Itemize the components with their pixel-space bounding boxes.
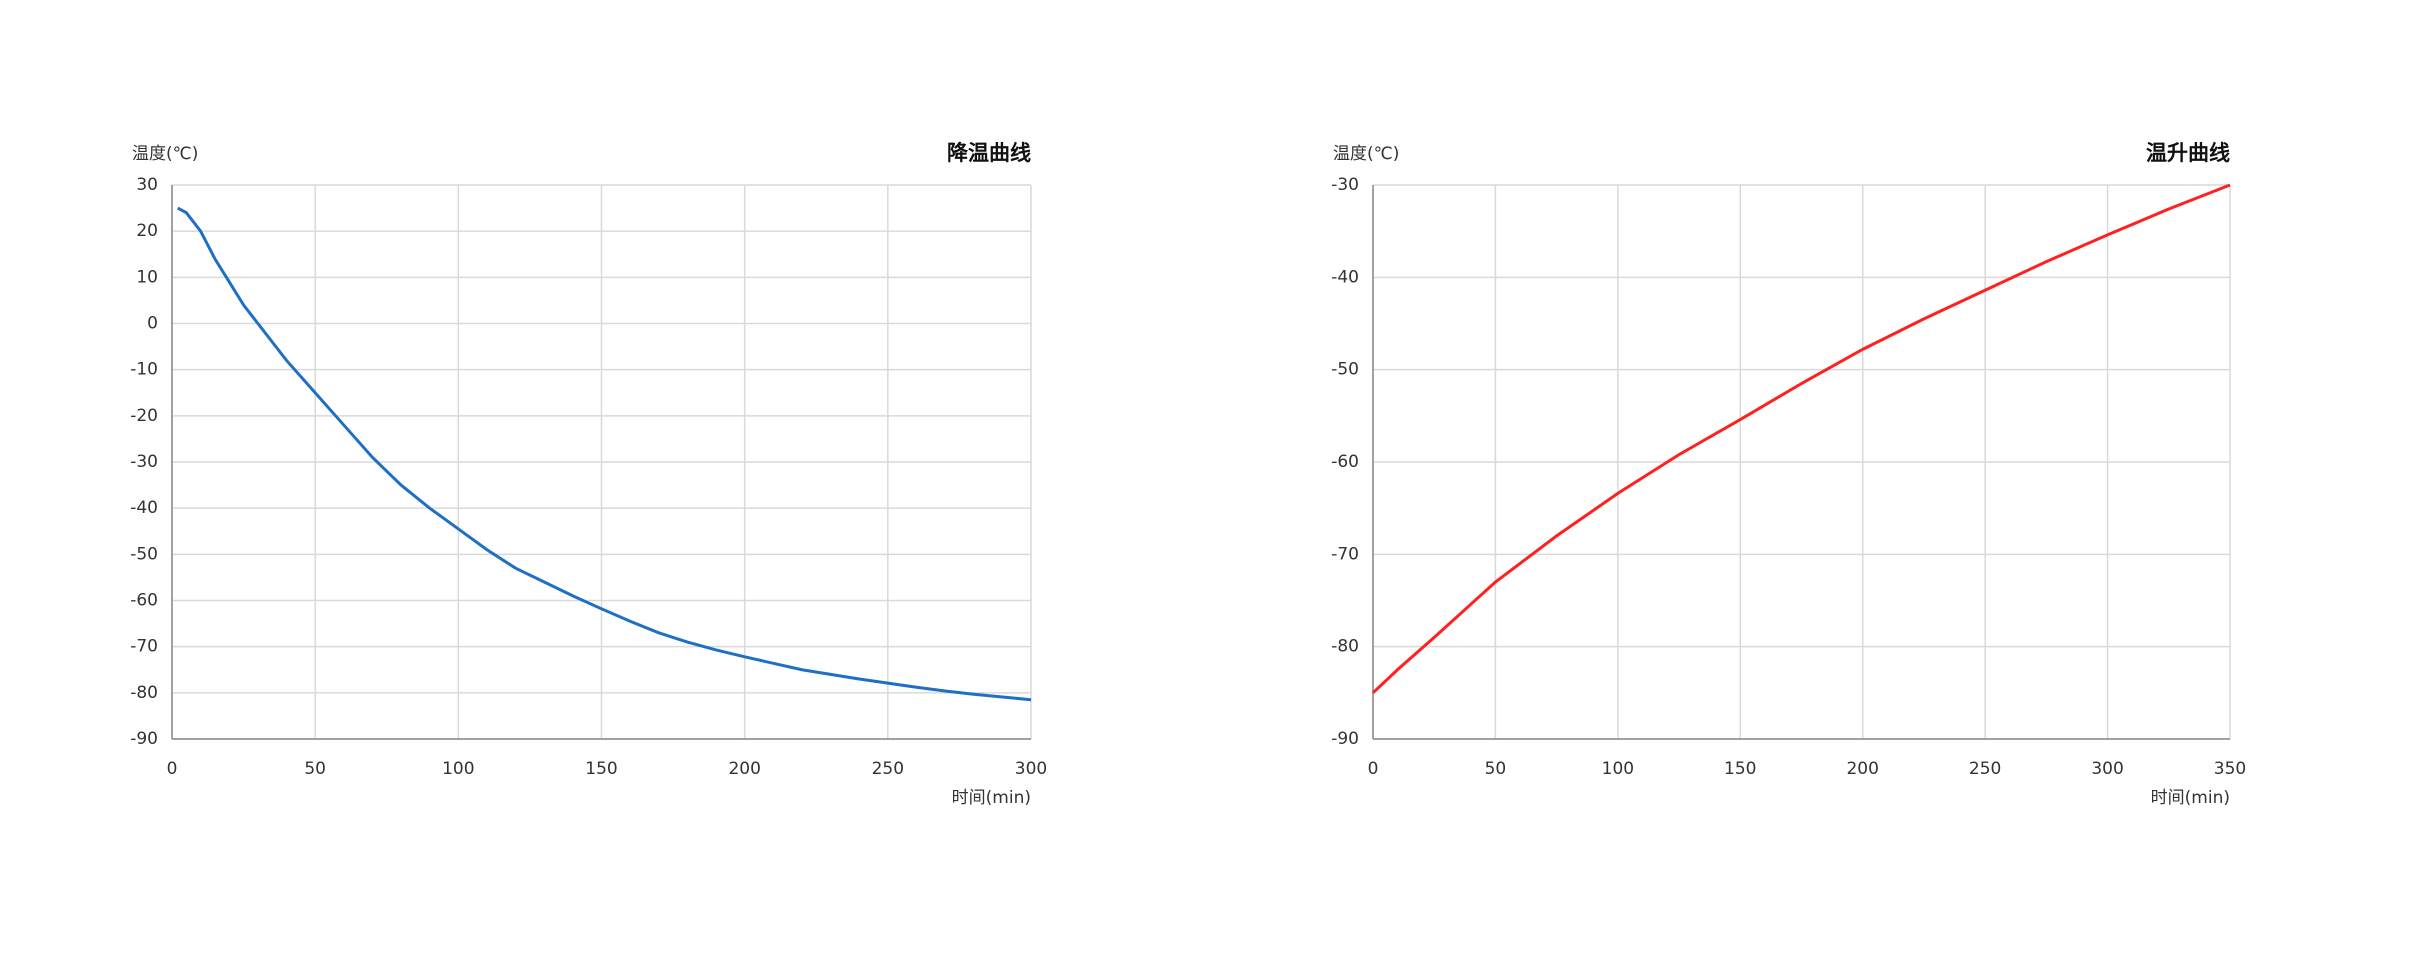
y-tick-label: -40 <box>1331 267 1359 287</box>
line-series <box>177 206 1032 702</box>
y-tick-label: -90 <box>130 729 158 749</box>
y-axis-label: 温度(℃) <box>132 144 198 164</box>
y-tick-label: -60 <box>130 591 158 611</box>
y-tick-label: -50 <box>1331 360 1359 380</box>
y-tick-label: -80 <box>1331 637 1359 657</box>
x-tick-label: 0 <box>167 759 178 779</box>
line-series <box>1371 183 2231 694</box>
y-tick-label: -80 <box>130 683 158 703</box>
x-tick-label: 300 <box>1015 759 1047 779</box>
y-tick-label: -10 <box>130 360 158 380</box>
y-tick-label: -90 <box>1331 729 1359 749</box>
y-axis-label: 温度(℃) <box>1333 144 1399 164</box>
x-tick-label: 200 <box>728 759 760 779</box>
x-axis-label: 时间(min) <box>952 788 1031 808</box>
y-tick-label: 0 <box>147 314 158 334</box>
x-tick-label: 150 <box>585 759 617 779</box>
y-tick-label: 10 <box>136 267 158 287</box>
y-tick-label: 30 <box>136 175 158 195</box>
x-tick-label: 100 <box>442 759 474 779</box>
y-tick-label: -70 <box>1331 544 1359 564</box>
y-tick-label: -60 <box>1331 452 1359 472</box>
x-tick-label: 100 <box>1602 759 1634 779</box>
chart-title: 温升曲线 <box>2146 141 2230 165</box>
y-tick-label: -40 <box>130 498 158 518</box>
x-tick-label: 200 <box>1846 759 1878 779</box>
y-tick-label: 20 <box>136 221 158 241</box>
y-tick-label: -20 <box>130 406 158 426</box>
chart-title: 降温曲线 <box>947 141 1031 165</box>
x-tick-label: 300 <box>2091 759 2123 779</box>
x-tick-label: 50 <box>1485 759 1507 779</box>
x-tick-label: 350 <box>2214 759 2246 779</box>
x-tick-label: 250 <box>1969 759 2001 779</box>
x-tick-label: 0 <box>1368 759 1379 779</box>
y-tick-label: -30 <box>130 452 158 472</box>
x-tick-label: 150 <box>1724 759 1756 779</box>
y-tick-label: -30 <box>1331 175 1359 195</box>
y-tick-label: -50 <box>130 544 158 564</box>
y-tick-label: -70 <box>130 637 158 657</box>
x-axis-label: 时间(min) <box>2151 788 2230 808</box>
x-tick-label: 50 <box>304 759 326 779</box>
x-tick-label: 250 <box>872 759 904 779</box>
